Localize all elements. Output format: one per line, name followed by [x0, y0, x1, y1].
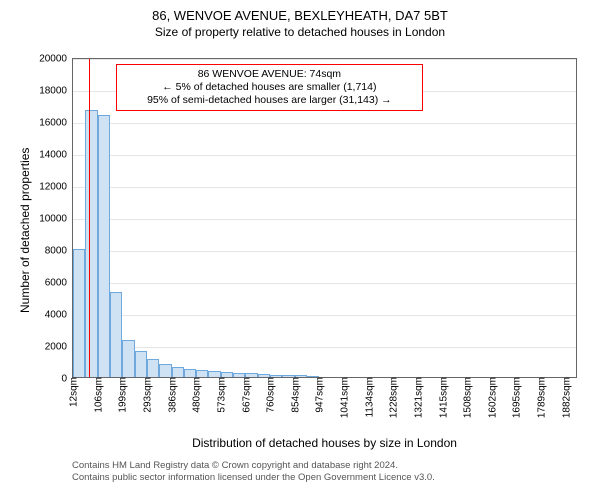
x-tick-label: 1134sqm — [362, 377, 375, 417]
x-tick-label: 386sqm — [165, 377, 178, 413]
histogram-bar — [147, 359, 159, 377]
y-tick-label: 10000 — [39, 214, 73, 225]
chart-subtitle: Size of property relative to detached ho… — [0, 23, 600, 43]
x-tick-label: 1508sqm — [461, 377, 474, 418]
chart-title: 86, WENVOE AVENUE, BEXLEYHEATH, DA7 5BT — [0, 0, 600, 23]
x-tick-label: 1321sqm — [411, 377, 424, 418]
histogram-bar — [110, 292, 122, 377]
x-tick-label: 947sqm — [313, 377, 326, 413]
histogram-bar — [159, 364, 171, 377]
y-tick-label: 18000 — [39, 86, 73, 97]
x-tick-label: 1789sqm — [535, 377, 548, 418]
gridline — [73, 347, 576, 348]
y-tick-label: 8000 — [45, 246, 73, 257]
x-tick-label: 854sqm — [288, 377, 301, 413]
gridline — [73, 315, 576, 316]
footer-line-1: Contains HM Land Registry data © Crown c… — [72, 460, 435, 472]
y-axis-label: Number of detached properties — [18, 148, 32, 313]
x-tick-label: 1882sqm — [559, 377, 572, 418]
histogram-bar — [196, 370, 208, 377]
x-tick-label: 12sqm — [67, 377, 80, 407]
x-tick-label: 106sqm — [91, 377, 104, 413]
x-tick-label: 1602sqm — [485, 377, 498, 418]
histogram-bar — [85, 110, 97, 377]
histogram-bar — [184, 369, 196, 377]
histogram-bar — [122, 340, 134, 377]
y-tick-label: 14000 — [39, 150, 73, 161]
y-tick-label: 12000 — [39, 182, 73, 193]
x-tick-label: 293sqm — [141, 377, 154, 413]
x-tick-label: 1041sqm — [338, 377, 351, 418]
histogram-bar — [135, 351, 147, 377]
x-tick-label: 667sqm — [239, 377, 252, 413]
y-tick-label: 4000 — [45, 310, 73, 321]
histogram-bar — [73, 249, 85, 377]
gridline — [73, 123, 576, 124]
gridline — [73, 251, 576, 252]
chart-container: { "title": "86, WENVOE AVENUE, BEXLEYHEA… — [0, 0, 600, 500]
plot-inner: 86 WENVOE AVENUE: 74sqm← 5% of detached … — [73, 59, 576, 377]
gridline — [73, 59, 576, 60]
gridline — [73, 283, 576, 284]
annotation-box: 86 WENVOE AVENUE: 74sqm← 5% of detached … — [116, 64, 423, 111]
annotation-line: 86 WENVOE AVENUE: 74sqm — [123, 68, 416, 81]
x-tick-label: 480sqm — [190, 377, 203, 413]
x-tick-label: 1695sqm — [510, 377, 523, 418]
x-tick-label: 199sqm — [116, 377, 129, 413]
x-tick-label: 760sqm — [264, 377, 277, 413]
x-tick-label: 1228sqm — [387, 377, 400, 418]
y-tick-label: 2000 — [45, 342, 73, 353]
y-tick-label: 20000 — [39, 54, 73, 65]
gridline — [73, 219, 576, 220]
histogram-bar — [98, 115, 110, 377]
gridline — [73, 155, 576, 156]
gridline — [73, 187, 576, 188]
x-tick-label: 573sqm — [214, 377, 227, 413]
plot-area: 86 WENVOE AVENUE: 74sqm← 5% of detached … — [72, 58, 577, 378]
x-axis-label: Distribution of detached houses by size … — [72, 436, 577, 450]
annotation-line: 95% of semi-detached houses are larger (… — [123, 94, 416, 107]
x-tick-label: 1415sqm — [436, 377, 449, 418]
property-marker-line — [89, 59, 90, 377]
footer-line-2: Contains public sector information licen… — [72, 472, 435, 484]
histogram-bar — [172, 367, 184, 377]
footer-attribution: Contains HM Land Registry data © Crown c… — [72, 460, 435, 485]
y-tick-label: 16000 — [39, 118, 73, 129]
annotation-line: ← 5% of detached houses are smaller (1,7… — [123, 81, 416, 94]
y-tick-label: 6000 — [45, 278, 73, 289]
